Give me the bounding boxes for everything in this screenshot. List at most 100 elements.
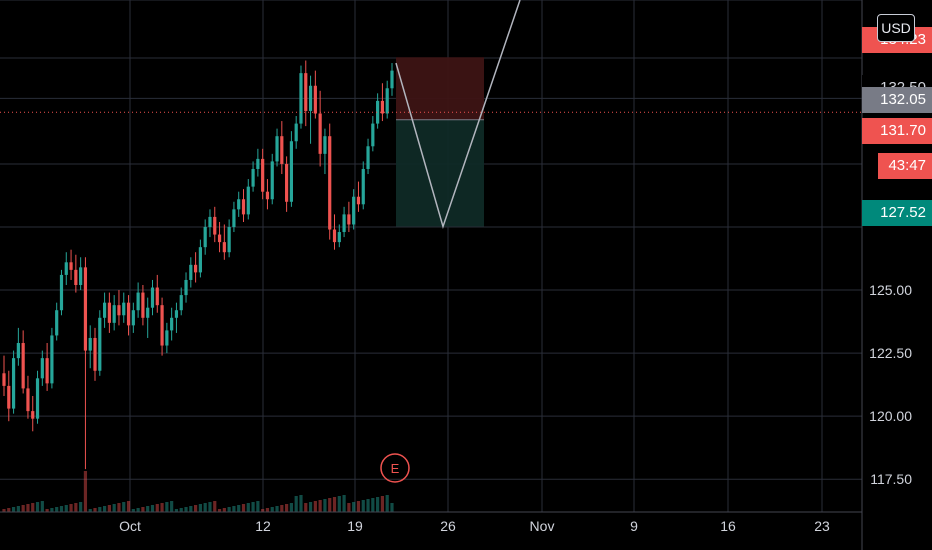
candle-body: [179, 295, 183, 311]
candle: [304, 60, 308, 127]
volume-bar: [74, 503, 78, 512]
volume-bar: [352, 502, 356, 512]
candlesticks: [2, 60, 394, 470]
candle: [332, 214, 337, 250]
candle-body: [289, 141, 293, 202]
candle: [318, 90, 322, 167]
candle-body: [203, 226, 207, 248]
candle-body: [299, 73, 303, 124]
candle: [265, 179, 270, 210]
candle-body: [31, 411, 35, 419]
candle: [280, 121, 284, 175]
candle: [347, 201, 351, 233]
volume-bar: [217, 509, 222, 512]
candle: [83, 257, 88, 470]
candle: [69, 249, 73, 280]
candle: [285, 156, 289, 212]
candle: [371, 116, 375, 152]
candle: [112, 295, 116, 331]
earnings-label: E: [391, 461, 400, 476]
candle-body: [376, 100, 380, 124]
candle-body: [380, 100, 385, 114]
volume-bar: [31, 503, 35, 512]
candle: [213, 206, 217, 243]
y-tick-label: 125.00: [869, 282, 912, 298]
candle: [275, 128, 279, 167]
candle: [198, 239, 202, 278]
volume-bar: [88, 509, 92, 512]
volume-bar: [313, 501, 317, 512]
volume-bar: [304, 503, 308, 512]
candle-body: [88, 337, 92, 351]
candle: [342, 206, 346, 238]
candle: [165, 322, 169, 354]
candle: [361, 161, 365, 210]
candle-body: [117, 305, 121, 316]
candle: [261, 148, 265, 200]
candle: [11, 350, 16, 414]
candle: [237, 191, 241, 217]
candle-body: [165, 330, 169, 346]
x-tick-label: 26: [440, 518, 456, 534]
candle-body: [102, 302, 107, 318]
candle: [174, 302, 179, 333]
candle: [122, 292, 126, 323]
volume-bar: [170, 501, 174, 512]
volume-bar: [184, 507, 188, 512]
candle: [55, 302, 59, 341]
candle: [170, 307, 174, 341]
volume-bar: [256, 501, 260, 512]
volume-bar: [102, 506, 107, 512]
volume-bar: [174, 509, 179, 512]
price-tag-last: 131.70: [862, 118, 932, 144]
volume-bar: [189, 506, 193, 512]
candle: [107, 292, 111, 333]
candle-body: [160, 305, 164, 346]
candle: [241, 189, 246, 222]
volume-bar: [141, 507, 145, 512]
candle: [385, 80, 389, 119]
candle-body: [308, 85, 313, 111]
volume-bar: [261, 509, 265, 512]
volume-bar: [265, 508, 270, 512]
candle-body: [251, 168, 255, 187]
candle: [16, 327, 20, 366]
volume-bar: [117, 503, 121, 512]
volume-bar: [2, 509, 6, 512]
candle-body: [270, 161, 274, 200]
time-axis[interactable]: Oct 12 19 26 Nov 9 16 23: [119, 518, 830, 534]
candle-body: [40, 358, 44, 379]
candle-body: [265, 191, 270, 200]
candle-body: [318, 113, 322, 154]
volume-bar: [203, 503, 207, 512]
volume-bar: [11, 507, 16, 512]
candle-body: [385, 88, 389, 114]
position-zones: [396, 57, 484, 227]
earnings-marker[interactable]: E: [380, 453, 410, 483]
volume-bar: [280, 505, 284, 512]
candle: [222, 224, 226, 260]
x-tick-label: 23: [814, 518, 830, 534]
volume-bar: [69, 504, 73, 512]
candle-body: [390, 70, 394, 89]
candle-body: [232, 209, 236, 227]
candle-body: [213, 216, 217, 235]
candle: [390, 63, 394, 96]
volume-bar: [40, 501, 44, 512]
price-axis[interactable]: 125.00 122.50 120.00 117.50: [869, 282, 912, 487]
candle-body: [174, 310, 179, 318]
candle: [308, 75, 313, 144]
candle-body: [155, 287, 159, 306]
x-tick-label: 12: [255, 518, 271, 534]
candle-body: [126, 302, 131, 326]
candle-body: [26, 388, 30, 412]
price-tag-target: 127.52: [862, 200, 932, 226]
candle-body: [150, 287, 155, 308]
volume-bar: [318, 500, 322, 512]
volume-bar: [93, 508, 97, 512]
candle: [232, 201, 236, 233]
candle: [179, 287, 183, 316]
currency-button[interactable]: USD: [877, 14, 915, 42]
candle: [289, 131, 293, 207]
